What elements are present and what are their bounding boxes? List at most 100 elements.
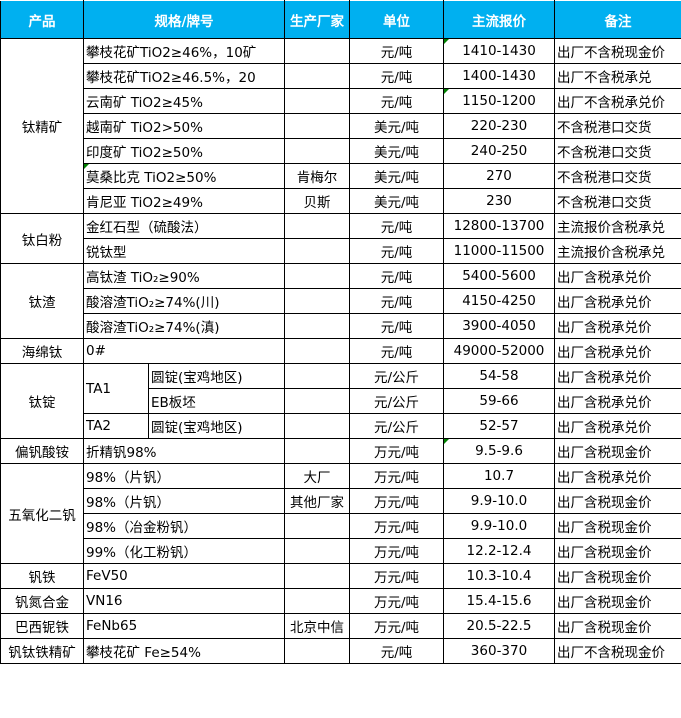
- maker-cell[interactable]: [284, 413, 350, 439]
- price-cell[interactable]: 12.2-12.4: [443, 538, 555, 564]
- note-cell[interactable]: 出厂含税承兑价: [554, 288, 681, 314]
- unit-cell[interactable]: 元/吨: [349, 213, 444, 239]
- price-cell[interactable]: 1400-1430: [443, 63, 555, 89]
- header-maker[interactable]: 生产厂家: [284, 0, 350, 39]
- note-cell[interactable]: 出厂含税现金价: [554, 438, 681, 464]
- spec-cell[interactable]: 攀枝花矿TiO2≥46.5%，20: [83, 63, 285, 89]
- note-cell[interactable]: 出厂含税承兑价: [554, 313, 681, 339]
- maker-cell[interactable]: [284, 638, 350, 664]
- price-cell[interactable]: 270: [443, 163, 555, 189]
- spec-cell[interactable]: 折精钒98%: [83, 438, 285, 464]
- maker-cell[interactable]: [284, 588, 350, 614]
- price-cell[interactable]: 11000-11500: [443, 238, 555, 264]
- note-cell[interactable]: 出厂不含税承兑: [554, 63, 681, 89]
- spec-cell[interactable]: FeNb65: [83, 613, 285, 639]
- price-cell[interactable]: 1410-1430: [443, 38, 555, 64]
- note-cell[interactable]: 出厂含税承兑价: [554, 363, 681, 389]
- maker-cell[interactable]: [284, 88, 350, 114]
- maker-cell[interactable]: 北京中信: [284, 613, 350, 639]
- maker-cell[interactable]: 肯梅尔: [284, 163, 350, 189]
- unit-cell[interactable]: 美元/吨: [349, 113, 444, 139]
- comment-marker-icon[interactable]: [444, 439, 449, 444]
- unit-cell[interactable]: 元/公斤: [349, 413, 444, 439]
- note-cell[interactable]: 出厂含税现金价: [554, 613, 681, 639]
- price-cell[interactable]: 12800-13700: [443, 213, 555, 239]
- price-cell[interactable]: 360-370: [443, 638, 555, 664]
- spec-cell[interactable]: 云南矿 TiO2≥45%: [83, 88, 285, 114]
- grade-cell[interactable]: TA1: [83, 363, 149, 414]
- spec-cell[interactable]: EB板坯: [148, 388, 285, 414]
- note-cell[interactable]: 出厂含税现金价: [554, 488, 681, 514]
- price-cell[interactable]: 3900-4050: [443, 313, 555, 339]
- price-cell[interactable]: 52-57: [443, 413, 555, 439]
- unit-cell[interactable]: 元/公斤: [349, 388, 444, 414]
- note-cell[interactable]: 出厂含税承兑价: [554, 388, 681, 414]
- note-cell[interactable]: 出厂含税承兑价: [554, 463, 681, 489]
- header-spec[interactable]: 规格/牌号: [83, 0, 285, 39]
- product-cell[interactable]: 钛精矿: [0, 38, 84, 214]
- price-cell[interactable]: 59-66: [443, 388, 555, 414]
- price-cell[interactable]: 49000-52000: [443, 338, 555, 364]
- spec-cell[interactable]: 0#: [83, 338, 285, 364]
- maker-cell[interactable]: [284, 563, 350, 589]
- grade-cell[interactable]: TA2: [83, 413, 149, 439]
- product-cell[interactable]: 巴西铌铁: [0, 613, 84, 639]
- note-cell[interactable]: 出厂含税承兑价: [554, 338, 681, 364]
- unit-cell[interactable]: 元/吨: [349, 263, 444, 289]
- unit-cell[interactable]: 万元/吨: [349, 438, 444, 464]
- spec-cell[interactable]: 99%（化工粉钒）: [83, 538, 285, 564]
- maker-cell[interactable]: [284, 263, 350, 289]
- unit-cell[interactable]: 万元/吨: [349, 488, 444, 514]
- note-cell[interactable]: 不含税港口交货: [554, 138, 681, 164]
- spec-cell[interactable]: 酸溶渣TiO₂≥74%(滇): [83, 313, 285, 339]
- spec-cell[interactable]: 98%（片钒）: [83, 488, 285, 514]
- maker-cell[interactable]: [284, 288, 350, 314]
- spec-cell[interactable]: 攀枝花矿 Fe≥54%: [83, 638, 285, 664]
- spec-cell[interactable]: 98%（冶金粉钒）: [83, 513, 285, 539]
- price-cell[interactable]: 10.3-10.4: [443, 563, 555, 589]
- header-unit[interactable]: 单位: [349, 0, 444, 39]
- maker-cell[interactable]: [284, 363, 350, 389]
- note-cell[interactable]: 不含税港口交货: [554, 163, 681, 189]
- note-cell[interactable]: 不含税港口交货: [554, 113, 681, 139]
- unit-cell[interactable]: 元/吨: [349, 88, 444, 114]
- spec-cell[interactable]: 锐钛型: [83, 238, 285, 264]
- note-cell[interactable]: 出厂不含税现金价: [554, 638, 681, 664]
- unit-cell[interactable]: 元/吨: [349, 38, 444, 64]
- unit-cell[interactable]: 万元/吨: [349, 613, 444, 639]
- price-cell[interactable]: 240-250: [443, 138, 555, 164]
- note-cell[interactable]: 出厂含税现金价: [554, 563, 681, 589]
- product-cell[interactable]: 钒铁: [0, 563, 84, 589]
- price-cell[interactable]: 15.4-15.6: [443, 588, 555, 614]
- comment-marker-icon[interactable]: [84, 164, 89, 169]
- maker-cell[interactable]: [284, 438, 350, 464]
- price-cell[interactable]: 4150-4250: [443, 288, 555, 314]
- note-cell[interactable]: 出厂含税现金价: [554, 588, 681, 614]
- product-cell[interactable]: 钛渣: [0, 263, 84, 339]
- price-cell[interactable]: 20.5-22.5: [443, 613, 555, 639]
- unit-cell[interactable]: 元/吨: [349, 238, 444, 264]
- spec-cell[interactable]: 莫桑比克 TiO2≥50%: [83, 163, 285, 189]
- maker-cell[interactable]: [284, 38, 350, 64]
- spec-cell[interactable]: 越南矿 TiO2>50%: [83, 113, 285, 139]
- maker-cell[interactable]: [284, 513, 350, 539]
- note-cell[interactable]: 主流报价含税承兑: [554, 213, 681, 239]
- note-cell[interactable]: 出厂含税现金价: [554, 538, 681, 564]
- maker-cell[interactable]: [284, 113, 350, 139]
- spec-cell[interactable]: 金红石型（硫酸法）: [83, 213, 285, 239]
- spec-cell[interactable]: 圆锭(宝鸡地区): [148, 363, 285, 389]
- maker-cell[interactable]: [284, 63, 350, 89]
- note-cell[interactable]: 出厂不含税现金价: [554, 38, 681, 64]
- price-cell[interactable]: 54-58: [443, 363, 555, 389]
- price-cell[interactable]: 9.5-9.6: [443, 438, 555, 464]
- spec-cell[interactable]: 印度矿 TiO2≥50%: [83, 138, 285, 164]
- product-cell[interactable]: 钒钛铁精矿: [0, 638, 84, 664]
- product-cell[interactable]: 海绵钛: [0, 338, 84, 364]
- maker-cell[interactable]: [284, 538, 350, 564]
- spec-cell[interactable]: 攀枝花矿TiO2≥46%，10矿: [83, 38, 285, 64]
- price-cell[interactable]: 230: [443, 188, 555, 214]
- header-note[interactable]: 备注: [554, 0, 681, 39]
- unit-cell[interactable]: 万元/吨: [349, 563, 444, 589]
- spec-cell[interactable]: 高钛渣 TiO₂≥90%: [83, 263, 285, 289]
- product-cell[interactable]: 五氧化二钒: [0, 463, 84, 564]
